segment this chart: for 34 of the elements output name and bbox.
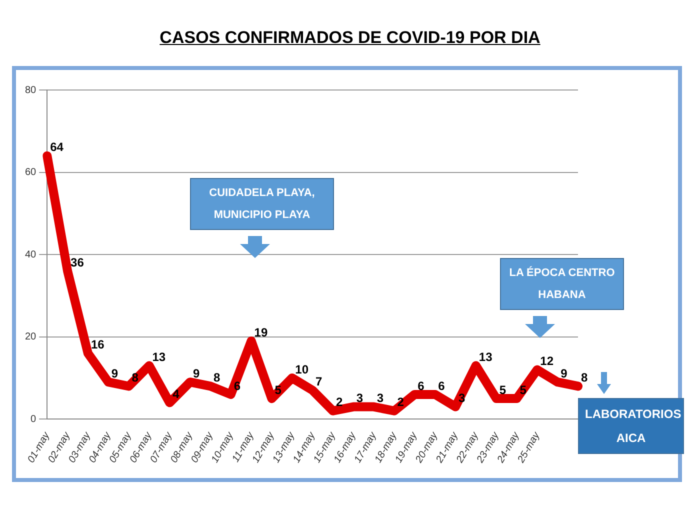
- data-label: 8: [132, 370, 139, 385]
- callout-box: CUIDADELA PLAYA, MUNICIPIO PLAYA: [190, 178, 334, 230]
- data-label: 9: [193, 366, 200, 380]
- data-label: 6: [418, 378, 425, 393]
- data-label: 2: [397, 395, 404, 410]
- y-tick-label: 0: [30, 414, 37, 425]
- data-label: 9: [111, 366, 118, 380]
- data-label: 3: [376, 391, 384, 406]
- y-tick-label: 20: [25, 332, 37, 343]
- data-label: 12: [540, 354, 554, 368]
- callout-box: LA ÉPOCA CENTRO HABANA: [500, 258, 624, 310]
- y-tick-label: 80: [25, 84, 37, 96]
- data-label: 7: [316, 374, 323, 389]
- data-label: 9: [560, 366, 568, 380]
- data-label: 6: [438, 378, 446, 393]
- data-label: 5: [274, 382, 282, 397]
- data-label: 8: [213, 370, 220, 385]
- callout-box: LABORATORIOS AICA: [578, 398, 684, 454]
- data-label: 4: [172, 386, 180, 401]
- data-label: 13: [478, 350, 493, 364]
- chart-title: CASOS CONFIRMADOS DE COVID-19 POR DIA: [158, 28, 542, 48]
- data-label: 19: [254, 325, 268, 340]
- data-label: 10: [295, 362, 309, 376]
- data-label: 5: [499, 382, 506, 397]
- data-label: 8: [581, 370, 588, 385]
- data-label: 3: [458, 391, 466, 406]
- y-tick-label: 40: [25, 249, 37, 260]
- data-label: 3: [356, 391, 364, 406]
- data-label: 5: [520, 382, 527, 397]
- data-label: 16: [90, 338, 105, 352]
- y-tick-label: 60: [25, 167, 37, 178]
- data-label: 36: [70, 255, 84, 270]
- data-label: 64: [50, 140, 64, 154]
- data-label: 13: [152, 350, 166, 364]
